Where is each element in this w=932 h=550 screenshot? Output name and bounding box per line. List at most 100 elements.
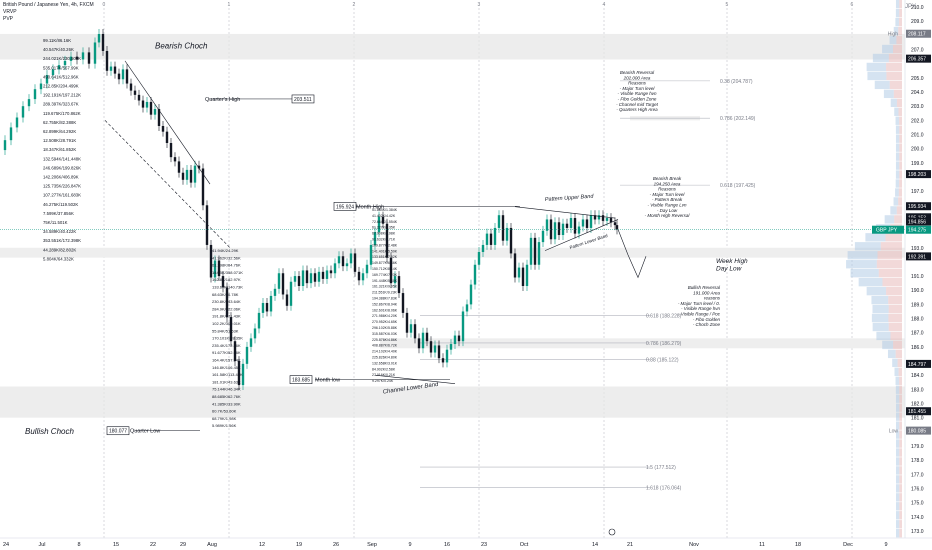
callout-box: [106, 426, 130, 436]
time-tick: 14: [592, 542, 598, 548]
bearish-break-note: Bearish Break: [653, 176, 682, 181]
volume-bar: [884, 215, 895, 224]
volume-bar: [886, 62, 902, 72]
volume-bar: [893, 89, 902, 99]
time-tick: 9: [408, 542, 411, 548]
symbol-title[interactable]: British Pound / Japanese Yen, 4h, FXCM: [3, 2, 94, 8]
volume-bar: [889, 35, 897, 45]
price-tick: 204.0: [911, 90, 924, 96]
volume-bar: [888, 322, 902, 332]
indicator-pvp[interactable]: PVP: [3, 16, 14, 22]
choch-zone: [0, 386, 905, 418]
bearish-reversal-note: 202.000 Area: [623, 75, 651, 80]
time-tick: 21: [627, 542, 633, 548]
volume-bar: [899, 484, 902, 493]
candle-body: [313, 273, 317, 282]
volume-bar: [850, 269, 879, 278]
candle-body: [249, 338, 253, 347]
vp-label: 12.508K/28.791K: [43, 138, 76, 143]
candle-body: [337, 256, 341, 264]
price-tag: 180.085: [908, 429, 926, 435]
candle-body: [581, 219, 585, 227]
vp-label: 41.402K/4.42K: [372, 214, 396, 218]
volume-bar: [895, 376, 900, 385]
candle-body: [537, 242, 541, 265]
candle-body: [425, 332, 429, 342]
price-tag: 194.856: [908, 219, 926, 225]
vp-label: 141.401K/5.59K: [372, 249, 398, 253]
candle-body: [289, 281, 293, 306]
support-band: [380, 338, 905, 349]
candle-body: [449, 344, 453, 350]
indicator-vrvp[interactable]: VRVP: [3, 9, 17, 15]
vp-label: 270.952K/4.65K: [372, 320, 398, 324]
candle-body: [165, 131, 169, 143]
volume-bar: [897, 358, 902, 368]
price-tick: 201.0: [911, 133, 924, 139]
vp-label: 191.8K/271.43K: [212, 314, 241, 319]
price-tick: 207.0: [911, 48, 924, 54]
zone-label: Bearish Choch: [155, 42, 208, 51]
session-marker: 4: [603, 2, 606, 8]
candle-body: [565, 223, 569, 228]
price-tick: 199.0: [911, 161, 924, 167]
volume-bar: [893, 197, 899, 206]
candle-body: [481, 244, 485, 253]
session-marker: 6: [851, 2, 854, 8]
price-tick: 203.0: [911, 104, 924, 110]
volume-bar: [899, 412, 902, 421]
volume-bar: [899, 134, 902, 143]
candle-body: [469, 284, 473, 305]
candle-body: [573, 218, 577, 234]
time-tick: Jul: [38, 542, 45, 548]
candle-body: [321, 271, 325, 279]
volume-bar: [896, 475, 900, 484]
volume-bar: [866, 62, 887, 72]
candle-body: [605, 218, 609, 221]
candle-body: [297, 276, 301, 286]
volume-bar: [899, 143, 902, 152]
vp-label: 9.297K/0.24K: [372, 379, 394, 383]
vp-label: 27.016K/0.21K: [372, 373, 396, 377]
time-tick: 18: [795, 542, 801, 548]
bearish-reversal-note: Reasons: [628, 81, 647, 86]
vp-label: 68.79K/1.98K: [212, 416, 237, 421]
candle-body: [197, 165, 201, 169]
candle-body: [117, 73, 121, 80]
candle-body: [185, 169, 189, 180]
vp-label: 150.712K/8.14K: [372, 267, 398, 271]
price-tick: 190.0: [911, 288, 924, 294]
vp-label: 91.677K/52.96K: [212, 350, 241, 355]
callout-value: 195.924: [336, 204, 354, 210]
vp-label: 61.798K/64.76K: [212, 263, 241, 268]
volume-bar: [895, 152, 900, 161]
vp-label: 67.908K/1.98K: [372, 232, 396, 236]
volume-bar: [899, 493, 902, 502]
candle-body: [229, 317, 233, 342]
candle-body: [577, 226, 581, 234]
volume-bar: [896, 448, 900, 457]
vp-label: 181.01K/43.63K: [212, 379, 241, 384]
volume-bar: [895, 421, 900, 430]
candle-body: [349, 253, 353, 264]
time-tick: 19: [296, 542, 302, 548]
candle-body: [533, 237, 537, 265]
volume-bar: [896, 511, 900, 520]
time-tick: 8: [77, 542, 80, 548]
fib-label: 0.786 (202.149): [720, 116, 756, 122]
vp-label: 132.658K/3.01K: [372, 361, 398, 365]
price-tag: 194.275: [908, 228, 926, 234]
candle-body: [281, 273, 285, 295]
volume-bar: [894, 107, 899, 116]
volume-bar: [899, 385, 902, 394]
price-tag-bg: [906, 217, 931, 226]
price-tick: 186.0: [911, 345, 924, 351]
candle-body: [129, 83, 133, 91]
volume-bar: [890, 331, 902, 341]
bearish-break-note: - Major Turn level: [650, 192, 686, 197]
price-tag-bg: [906, 252, 931, 261]
fib-label: 0.786 (186.279): [646, 341, 682, 347]
candle-body: [177, 161, 181, 173]
